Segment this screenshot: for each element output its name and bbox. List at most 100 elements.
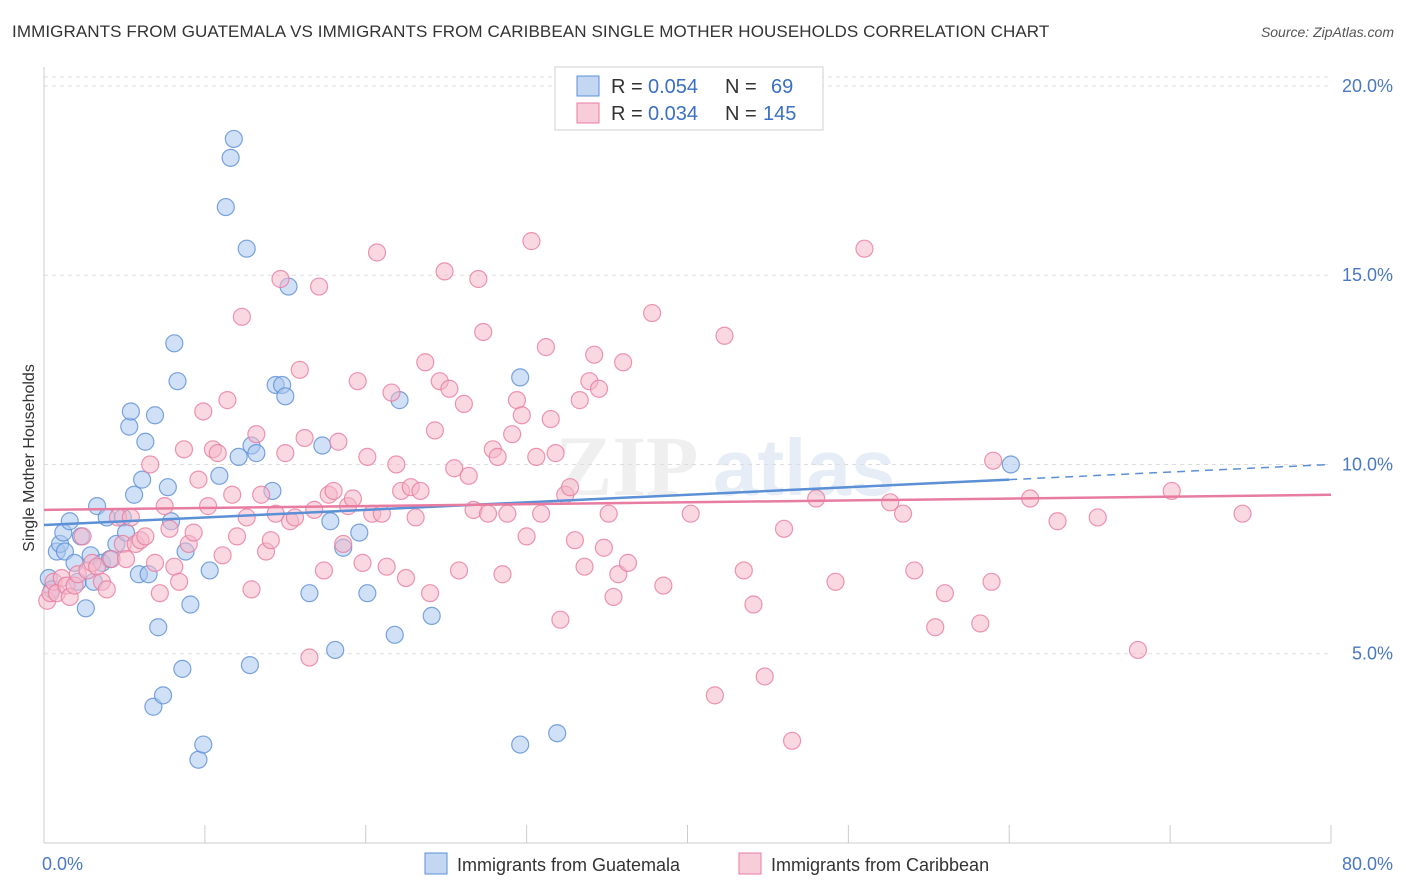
data-point <box>358 447 377 466</box>
y-axis-title: Single Mother Households <box>21 364 38 552</box>
data-point <box>198 497 218 516</box>
data-point <box>276 387 295 406</box>
data-point <box>150 584 169 603</box>
data-point <box>329 432 348 451</box>
data-point <box>488 447 507 466</box>
data-point <box>97 580 116 599</box>
data-point <box>705 686 724 705</box>
stats-swatch-guatemala <box>576 75 600 97</box>
stats-box: R = 0.054 N = 69 R = 0.034 N = 145 <box>554 66 824 131</box>
data-point <box>165 334 184 353</box>
data-point <box>1128 640 1148 660</box>
data-point <box>541 409 560 429</box>
data-point <box>421 584 440 603</box>
data-point <box>173 659 192 678</box>
x-tick-labels: 0.0% 80.0% <box>42 854 1393 874</box>
data-point <box>982 572 1001 591</box>
data-point <box>411 481 430 501</box>
data-point <box>170 572 189 591</box>
data-point <box>551 610 570 629</box>
data-point <box>300 648 319 667</box>
data-point <box>168 372 187 391</box>
data-point <box>223 485 242 504</box>
data-point <box>237 239 256 258</box>
data-point <box>560 478 580 497</box>
data-point <box>158 478 177 497</box>
data-point <box>503 425 522 444</box>
data-point <box>425 421 445 440</box>
data-point <box>350 523 369 542</box>
data-point <box>285 508 305 527</box>
data-point <box>295 428 314 448</box>
data-point <box>385 625 404 644</box>
data-point <box>532 504 551 523</box>
data-point <box>474 322 493 342</box>
data-point <box>396 568 416 588</box>
data-point <box>493 565 512 584</box>
data-point <box>449 561 469 580</box>
trend-lines <box>43 463 1332 527</box>
data-point <box>715 326 734 345</box>
data-point <box>416 353 435 372</box>
data-point <box>575 557 594 576</box>
x-ticks <box>43 825 1332 843</box>
data-point <box>181 595 200 614</box>
stats-r-value-guatemala: 0.054 <box>648 76 698 98</box>
data-point <box>536 338 556 357</box>
y-tick-label: 10.0% <box>1342 454 1393 474</box>
data-point <box>208 444 227 463</box>
data-point <box>459 466 478 485</box>
data-point <box>585 345 604 364</box>
y-tick-labels: 5.0% 10.0% 15.0% 20.0% <box>1342 76 1393 664</box>
data-point <box>210 466 229 485</box>
data-point <box>224 129 243 149</box>
data-point <box>570 391 589 410</box>
y-tick-label: 15.0% <box>1342 265 1393 285</box>
data-point <box>124 485 144 504</box>
data-point <box>382 383 401 402</box>
data-point <box>565 531 584 550</box>
data-point <box>782 731 802 750</box>
data-point <box>377 557 396 576</box>
data-point <box>893 504 913 523</box>
data-point <box>326 640 345 660</box>
data-point <box>440 379 459 398</box>
data-point <box>517 527 536 546</box>
data-point <box>290 360 309 379</box>
data-point <box>155 497 174 516</box>
data-point <box>200 561 219 580</box>
legend-swatch-caribbean <box>738 852 762 875</box>
x-tick-label: 80.0% <box>1342 854 1393 874</box>
chart-title: IMMIGRANTS FROM GUATEMALA VS IMMIGRANTS … <box>12 22 1050 41</box>
stats-r-label-guatemala: R = <box>611 76 643 98</box>
data-point <box>604 587 623 607</box>
data-point <box>353 553 372 572</box>
data-point <box>926 618 945 637</box>
data-point <box>511 735 530 754</box>
stats-n-label-guatemala: N = <box>725 76 757 98</box>
data-point <box>478 504 498 523</box>
data-point <box>76 599 95 618</box>
data-point <box>189 470 208 489</box>
data-point <box>300 584 319 603</box>
data-point <box>594 538 613 557</box>
data-point <box>218 391 237 410</box>
data-point <box>213 546 232 565</box>
data-point <box>334 534 353 554</box>
data-point <box>60 512 79 531</box>
legend-label-guatemala: Immigrants from Guatemala <box>457 855 681 875</box>
data-point <box>120 417 139 436</box>
data-point <box>548 724 567 743</box>
data-point <box>1048 512 1067 531</box>
data-point <box>1001 455 1020 474</box>
data-point <box>136 432 155 451</box>
data-point <box>149 618 168 637</box>
data-point <box>755 667 774 686</box>
data-point <box>454 394 473 413</box>
data-point <box>153 686 173 705</box>
trend-line <box>43 493 1332 512</box>
data-point <box>435 262 454 281</box>
data-point <box>507 391 527 410</box>
data-point <box>189 750 208 769</box>
